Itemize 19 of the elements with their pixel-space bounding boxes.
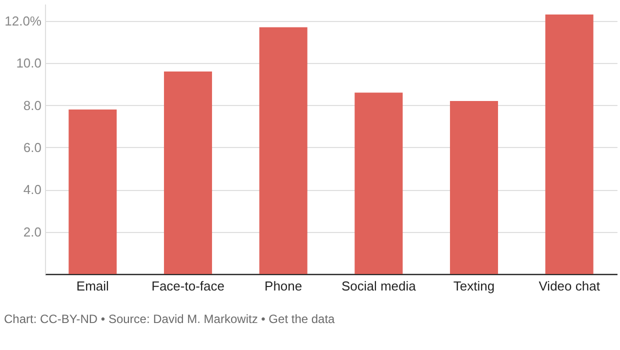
x-tick-label: Face-to-face [152,278,224,294]
bar [259,27,308,274]
y-tick-label: 12.0% [4,13,42,28]
bar [450,101,498,274]
y-tick-label: 8.0 [23,98,42,113]
text: Chart: CC-BY-ND • Source: David M. Markowitz • Get the data [4,312,335,326]
y-tick-label: 6.0 [23,140,42,155]
x-tick-label: Phone [264,278,302,294]
x-tick-label: Video chat [538,278,600,294]
bar [545,14,594,274]
x-tick-label: Social media [341,278,417,294]
x-tick-label: Email [76,278,110,294]
bar [164,72,212,274]
y-tick-label: 10.0 [16,56,42,71]
bar [354,92,403,274]
bar [68,109,117,274]
y-tick-label: 2.0 [23,224,42,240]
x-tick-label: Texting [453,278,495,294]
y-tick-label: 4.0 [23,182,42,198]
